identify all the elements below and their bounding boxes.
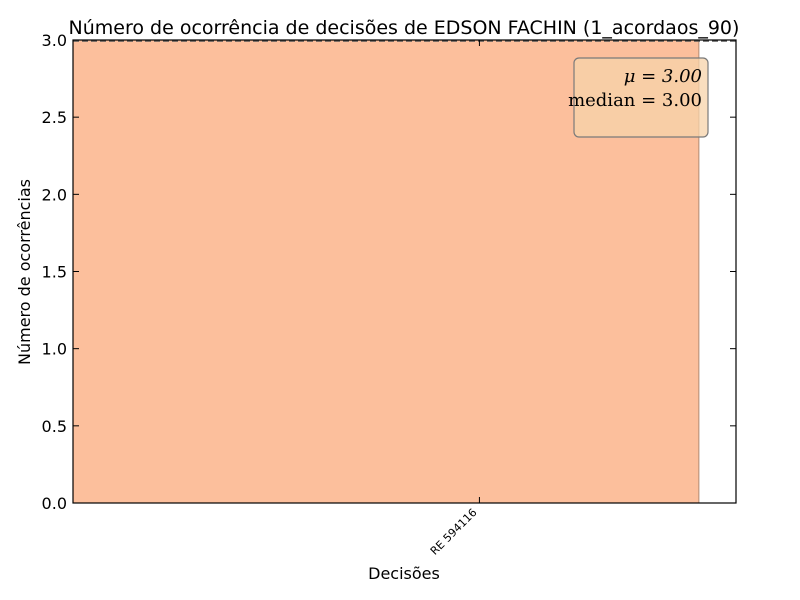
y-tick-label: 2.5 [42,108,67,127]
y-axis-label: Número de ocorrências [15,179,34,365]
y-tick-label: 3.0 [42,31,67,50]
y-tick-label: 0.5 [42,417,67,436]
x-axis-label: Decisões [368,564,440,583]
y-tick-label: 0.0 [42,494,67,513]
stats-box-background [573,57,709,138]
y-axis-ticks: 0.0 0.5 1.0 1.5 2.0 2.5 3.0 [42,31,736,513]
stats-box: μ = 3.00 median = 3.00 [568,57,709,138]
stats-median-text: median = 3.00 [568,90,702,111]
y-tick-label: 2.0 [42,185,67,204]
y-tick-label: 1.5 [42,263,67,282]
y-tick-label: 1.0 [42,340,67,359]
x-tick-label: RE 594116 [428,506,480,558]
chart-title: Número de ocorrência de decisões de EDSO… [69,17,740,39]
stats-mean-text: μ = 3.00 [624,66,702,87]
